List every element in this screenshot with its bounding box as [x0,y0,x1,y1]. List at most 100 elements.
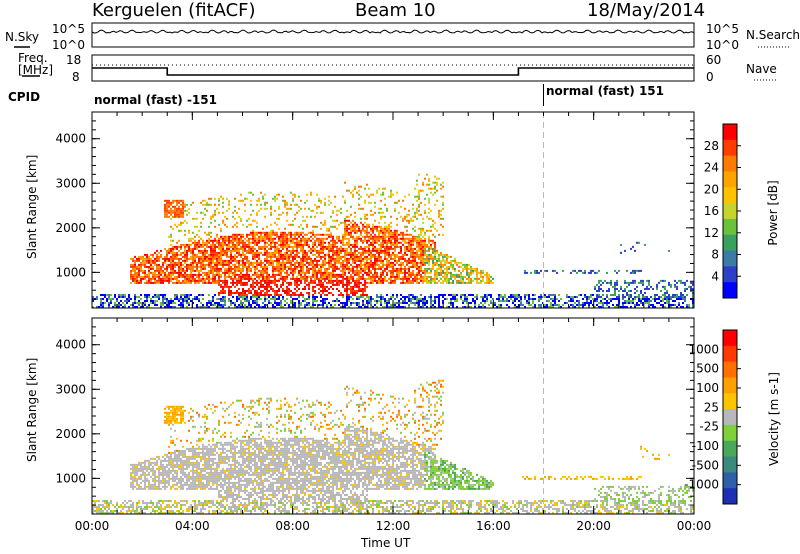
data-cell [140,298,142,300]
data-cell [174,269,176,272]
data-cell [404,253,406,256]
data-cell [260,191,262,194]
data-cell [260,265,262,268]
data-cell [282,255,284,258]
data-cell [604,279,606,282]
data-cell [440,273,442,276]
data-cell [170,243,172,246]
data-cell [366,259,368,262]
data-cell [614,298,616,300]
data-cell [382,271,384,274]
data-cell [432,265,434,268]
data-cell [196,273,198,276]
data-cell [164,273,166,276]
data-cell [556,304,558,306]
data-cell [260,275,262,278]
data-cell [350,302,352,304]
data-cell [360,195,362,198]
data-cell [302,296,304,298]
data-cell [408,298,410,300]
data-cell [334,269,336,272]
data-cell [448,302,450,304]
data-cell [212,300,214,302]
data-cell [298,239,300,242]
data-cell [488,281,490,284]
data-cell [204,199,206,202]
data-cell [334,275,336,278]
data-cell [250,231,252,234]
data-cell [132,275,134,278]
data-cell [178,304,180,306]
data-cell [206,243,208,246]
data-cell [166,209,168,212]
data-cell [264,243,266,246]
data-cell [412,265,414,268]
data-cell [434,271,436,274]
data-cell [138,300,140,302]
data-cell [212,296,214,298]
data-cell [224,235,226,238]
data-cell [618,300,620,302]
data-cell [366,306,368,308]
data-cell [454,259,456,262]
data-cell [194,269,196,272]
data-cell [312,229,314,232]
data-cell [200,237,202,240]
data-cell [290,302,292,304]
data-cell [360,288,362,290]
data-cell [294,292,296,294]
data-cell [298,209,300,212]
data-cell [154,300,156,302]
data-cell [288,288,290,290]
data-cell [256,292,258,294]
data-cell [106,294,108,296]
data-cell [244,275,246,278]
data-cell [288,281,290,284]
data-cell [246,298,248,300]
data-cell [196,243,198,246]
data-cell [232,277,234,280]
data-cell [176,279,178,282]
data-cell [294,304,296,306]
data-cell [210,300,212,302]
data-cell [382,245,384,248]
data-cell [274,302,276,304]
data-cell [296,243,298,246]
data-cell [316,269,318,272]
data-cell [416,263,418,266]
data-cell [428,279,430,282]
data-cell [238,296,240,298]
data-cell [552,300,554,302]
data-cell [388,223,390,226]
data-cell [218,298,220,300]
data-cell [326,237,328,240]
data-cell [248,292,250,294]
data-cell [218,251,220,254]
data-cell [170,269,172,272]
data-cell [344,219,346,222]
data-cell [302,277,304,280]
data-cell [428,271,430,274]
data-cell [140,281,142,284]
data-cell [212,215,214,218]
data-cell [404,259,406,262]
data-cell [346,257,348,260]
data-cell [258,245,260,248]
data-cell [276,290,278,292]
data-cell [220,279,222,282]
data-cell [300,304,302,306]
data-cell [370,229,372,232]
data-cell [202,265,204,268]
data-cell [424,247,426,250]
data-cell [482,300,484,302]
data-cell [224,300,226,302]
data-cell [168,235,170,238]
data-cell [228,259,230,262]
data-cell [340,245,342,248]
data-cell [172,209,174,212]
data-cell [326,247,328,250]
data-cell [156,249,158,252]
data-cell [426,183,428,186]
data-cell [246,267,248,270]
data-cell [360,277,362,280]
